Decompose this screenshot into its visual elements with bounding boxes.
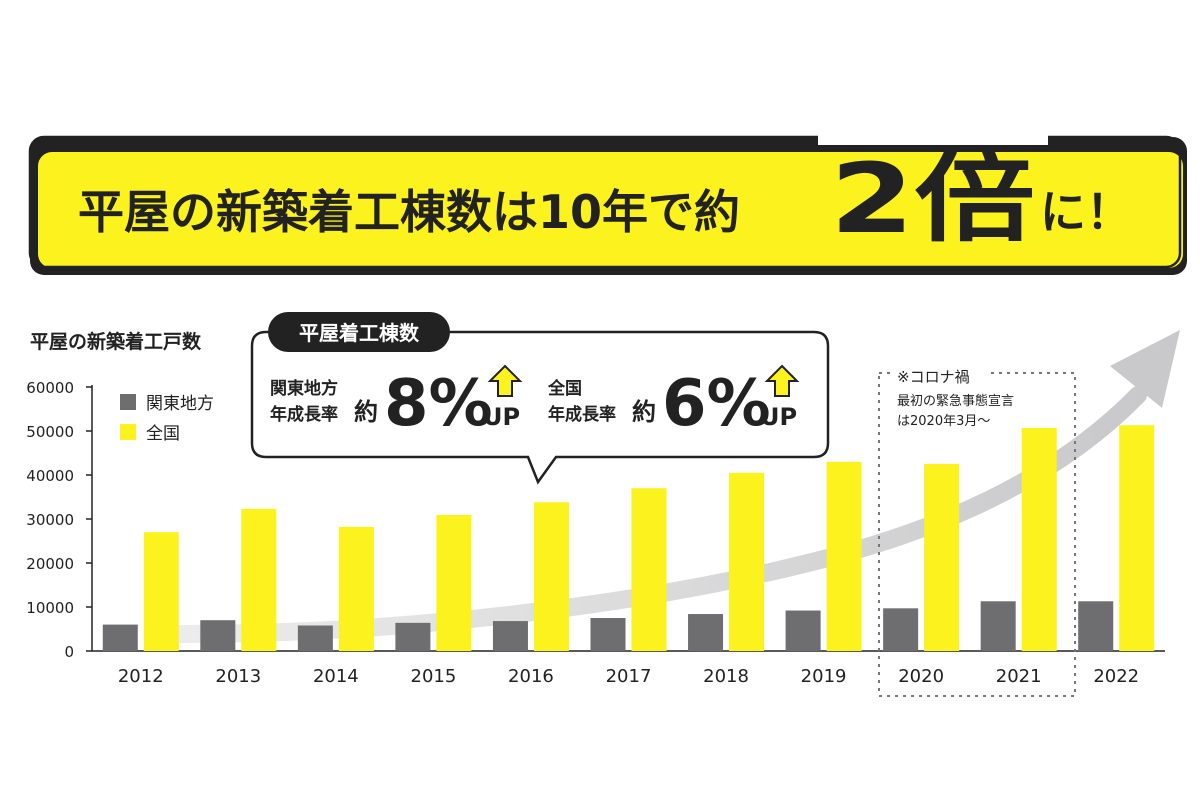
headline-banner-border xyxy=(28,135,1182,269)
headline-banner-fill xyxy=(38,152,1183,268)
bar-national xyxy=(631,488,667,651)
bar-kanto xyxy=(200,620,236,651)
bar-national xyxy=(1021,427,1057,651)
y-tick-label: 20000 xyxy=(26,555,74,573)
kanto-label-line1: 関東地方 xyxy=(270,378,338,399)
x-tick-label: 2019 xyxy=(801,666,847,687)
bar-national xyxy=(1119,425,1155,651)
x-tick-label: 2017 xyxy=(606,666,652,687)
bar-national xyxy=(533,502,569,651)
bars xyxy=(102,425,1155,651)
legend: 関東地方 全国 xyxy=(120,394,214,444)
national-label-line1: 全国 xyxy=(547,378,582,399)
y-tick-label: 0 xyxy=(64,643,74,661)
y-tick-label: 60000 xyxy=(26,379,74,397)
kanto-up-arrow-icon xyxy=(487,364,523,397)
headline-banner: 平屋の新築着工棟数は10年で約 2倍 に！ xyxy=(28,125,1187,275)
corona-note-line1: ※コロナ禍 xyxy=(897,368,970,386)
y-tick-label: 50000 xyxy=(26,423,74,441)
callout-title: 平屋着工棟数 xyxy=(299,321,420,345)
bar-kanto xyxy=(492,621,528,651)
bar-kanto xyxy=(980,601,1016,651)
bar-national xyxy=(143,532,179,651)
x-tick-label: 2012 xyxy=(118,666,164,687)
x-tick-label: 2020 xyxy=(898,666,944,687)
kanto-label-line2: 年成長率 xyxy=(270,404,338,425)
bar-kanto xyxy=(1078,601,1114,651)
chart-title: 平屋の新築着工戸数 xyxy=(30,330,202,353)
bar-national xyxy=(241,508,277,651)
corona-note: ※コロナ禍 最初の緊急事態宣言 は2020年3月〜 xyxy=(878,366,1076,697)
x-axis-labels: 2012 2013 2014 2015 2016 2017 2018 2019 2020 2021… xyxy=(118,666,1139,687)
bar-kanto xyxy=(883,608,919,651)
x-tick-label: 2018 xyxy=(703,666,749,687)
bar-kanto xyxy=(590,618,626,651)
y-tick-label: 10000 xyxy=(26,599,74,617)
bar-kanto xyxy=(102,624,138,651)
bar-kanto xyxy=(395,622,431,651)
legend-swatch-kanto xyxy=(120,394,136,410)
bar-kanto xyxy=(297,625,333,651)
callout-title-pill xyxy=(268,312,450,352)
kanto-up: UP xyxy=(483,403,520,431)
x-tick-label: 2016 xyxy=(508,666,554,687)
bar-kanto xyxy=(688,614,724,651)
headline-big: 2倍 xyxy=(830,143,1035,255)
kanto-prefix: 約 xyxy=(354,398,378,426)
corona-note-line2: 最初の緊急事態宣言 xyxy=(897,393,1014,409)
national-label-line2: 年成長率 xyxy=(548,404,616,425)
x-tick-label: 2021 xyxy=(996,666,1042,687)
national-prefix: 約 xyxy=(632,398,656,426)
national-value: 6% xyxy=(662,367,771,441)
bar-national xyxy=(338,526,374,651)
x-tick-label: 2015 xyxy=(411,666,457,687)
bar-national xyxy=(924,464,960,651)
bar-kanto xyxy=(785,610,821,651)
national-up-arrow-icon xyxy=(764,364,800,397)
headline-text: 平屋の新築着工棟数は10年で約 xyxy=(78,185,740,239)
y-tick-label: 40000 xyxy=(26,467,74,485)
legend-swatch-national xyxy=(120,424,136,440)
legend-label-national: 全国 xyxy=(146,424,180,444)
x-tick-label: 2014 xyxy=(313,666,359,687)
legend-label-kanto: 関東地方 xyxy=(146,394,214,414)
headline-gap xyxy=(818,125,1048,145)
bar-national xyxy=(436,515,472,651)
headline-suffix: に！ xyxy=(1040,185,1132,239)
kanto-value: 8% xyxy=(384,367,493,441)
bar-national xyxy=(729,472,765,651)
corona-label-bg xyxy=(890,366,990,382)
bar-national xyxy=(826,461,862,651)
growth-callout: 平屋着工棟数 関東地方 年成長率 約 8% UP 全国 年成長率 約 6% UP xyxy=(250,312,830,485)
x-tick-label: 2022 xyxy=(1093,666,1139,687)
x-tick-label: 2013 xyxy=(215,666,261,687)
national-up: UP xyxy=(760,403,797,431)
y-tick-label: 30000 xyxy=(26,511,74,529)
callout-bubble xyxy=(250,330,830,485)
corona-note-line3: は2020年3月〜 xyxy=(897,414,990,429)
